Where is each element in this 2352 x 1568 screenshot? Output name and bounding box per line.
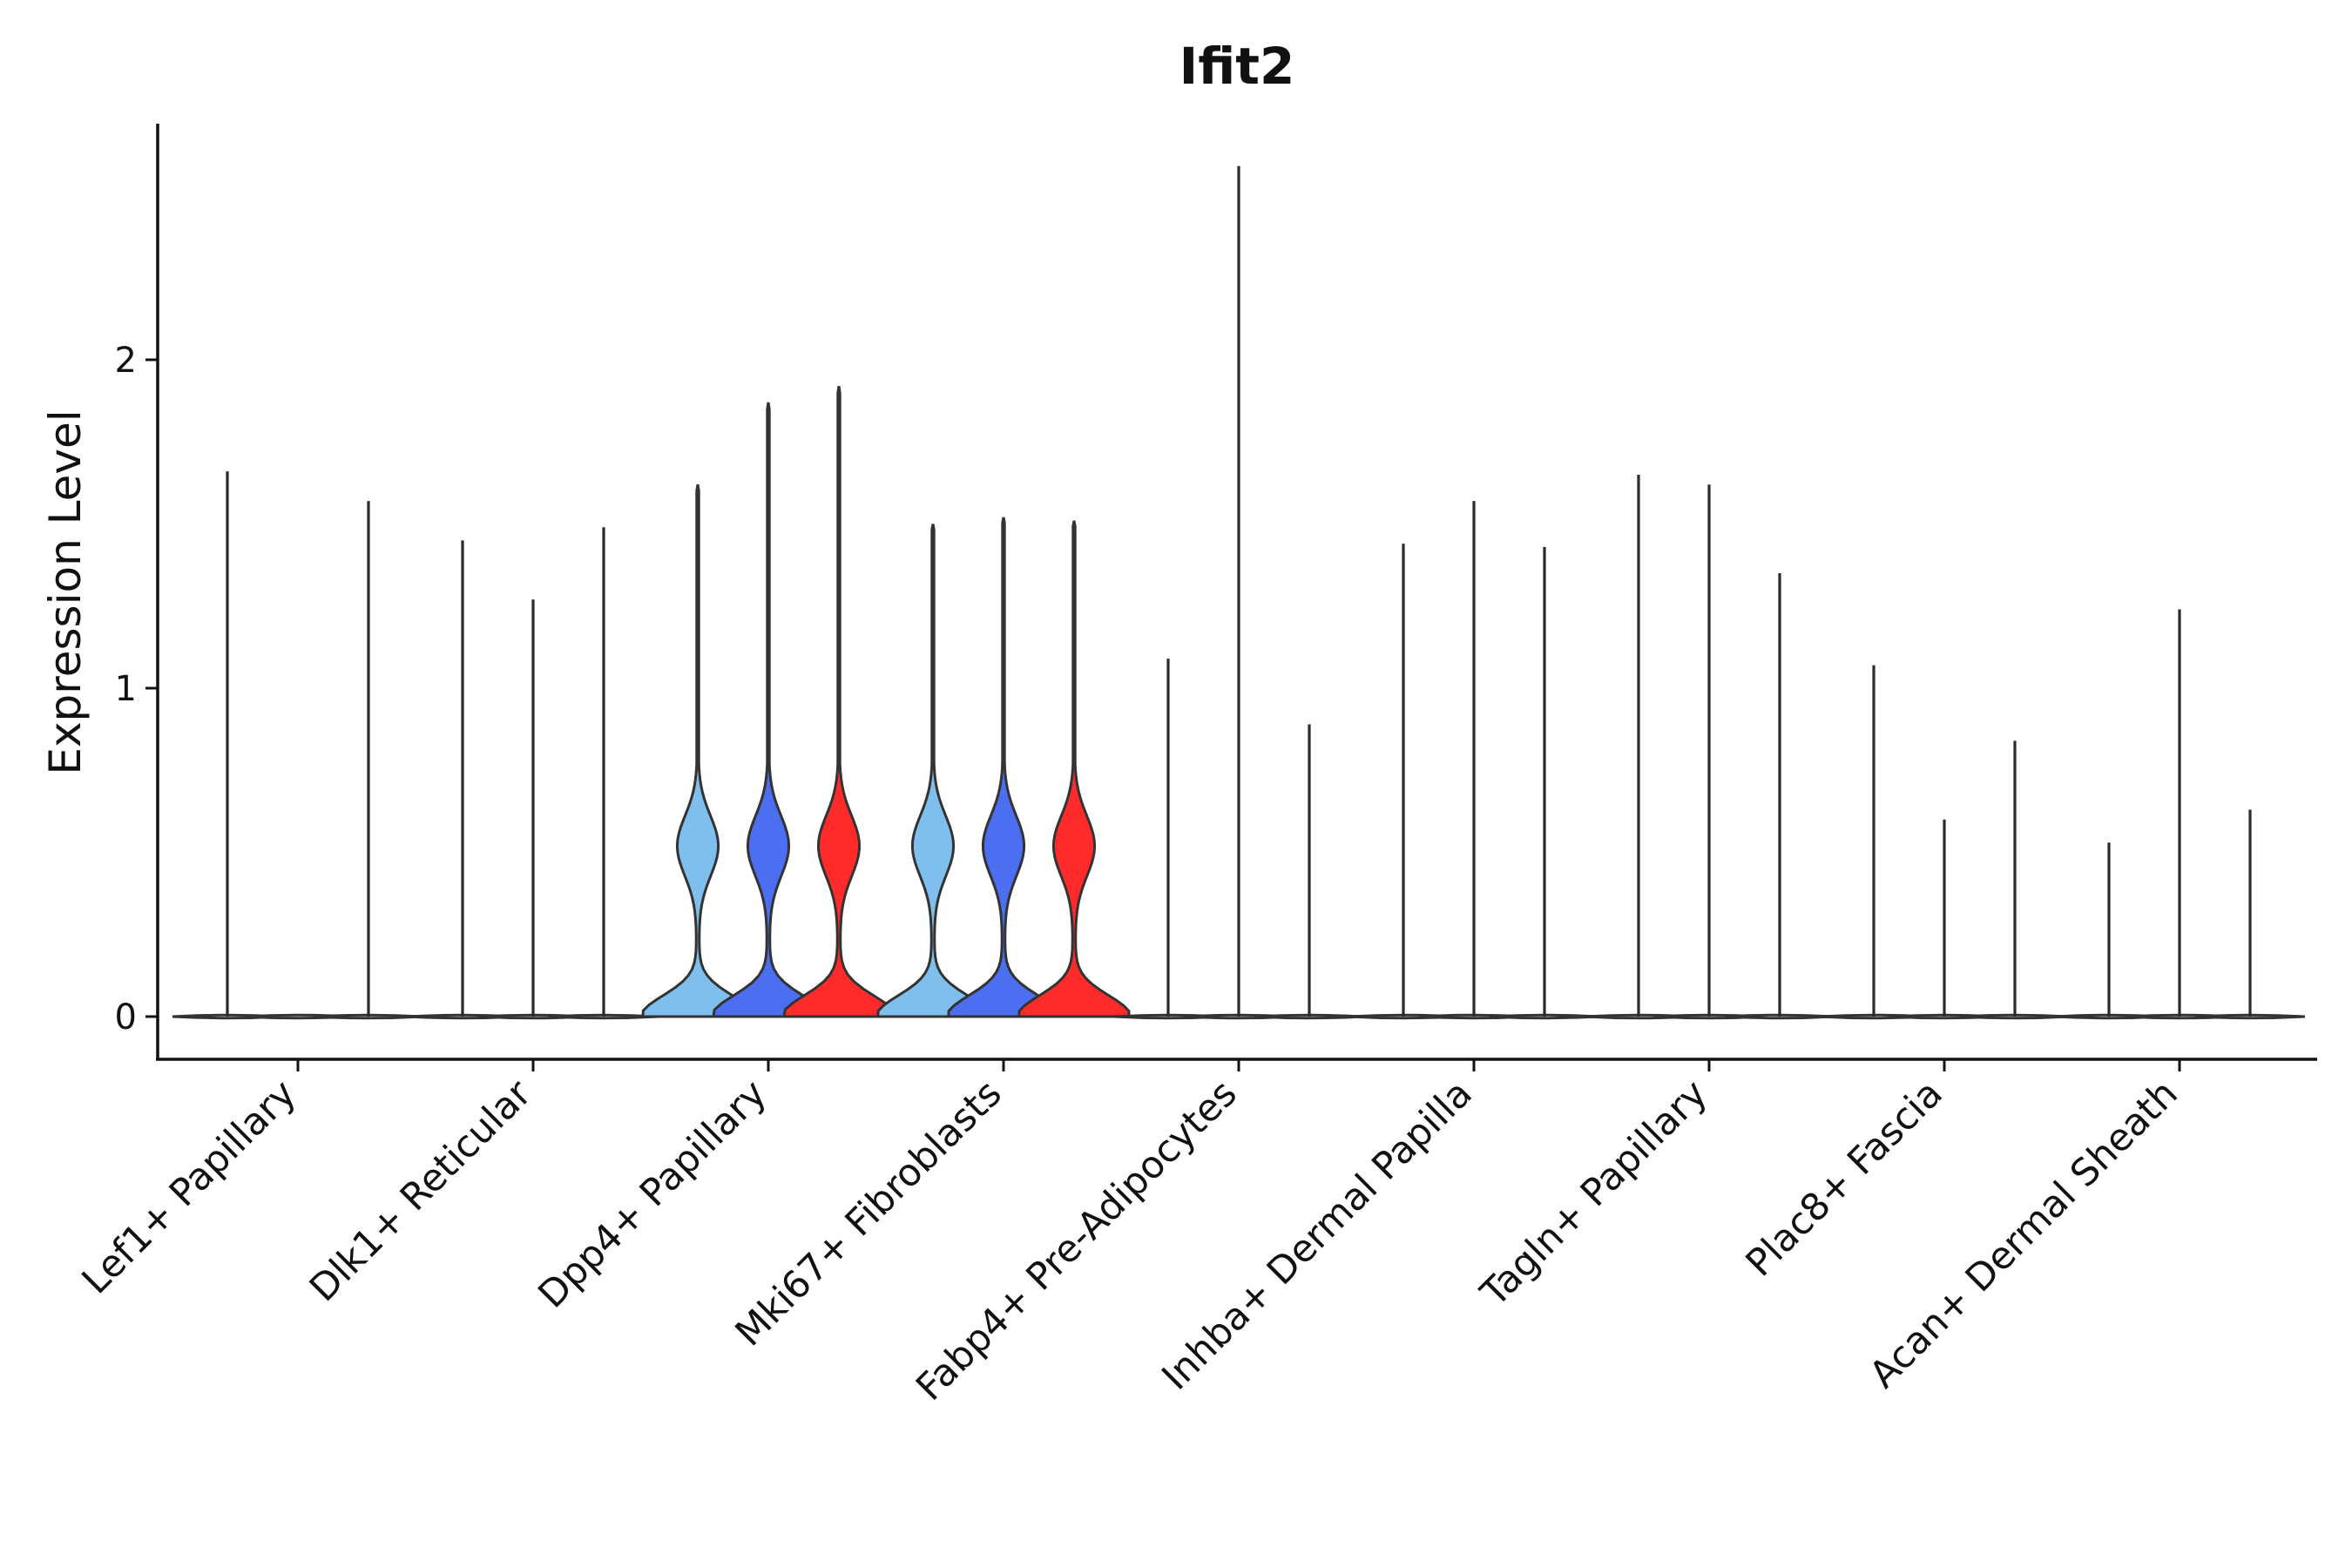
violin-group	[641, 385, 896, 1018]
x-tick-label: Tagln+ Papillary	[1472, 1071, 1716, 1315]
violin-shape	[876, 524, 990, 1018]
violin-shape	[947, 517, 1060, 1018]
y-tick-label: 1	[115, 669, 137, 709]
y-axis-ticks: 0 1 2	[115, 341, 158, 1037]
violin-shape	[641, 483, 754, 1018]
violin-group	[1818, 665, 2071, 1020]
violin-group	[172, 471, 424, 1020]
plot-area	[172, 166, 2306, 1020]
violin-shape	[782, 385, 896, 1018]
violin-group	[1583, 474, 1835, 1020]
violin-group	[876, 517, 1131, 1018]
y-tick-label: 2	[115, 341, 137, 381]
violin-group	[1348, 501, 1600, 1020]
x-tick-label: Mki67+ Fibroblasts	[727, 1071, 1010, 1355]
x-tick-label: Lef1+ Papillary	[74, 1071, 305, 1302]
chart-title: Ifit2	[1179, 37, 1295, 96]
violin-group	[407, 527, 659, 1020]
y-axis-label: Expression Level	[40, 409, 91, 774]
violin-group	[1112, 166, 1365, 1020]
x-tick-label: Plac8+ Fascia	[1738, 1071, 1951, 1285]
x-tick-label: Dlk1+ Reticular	[301, 1071, 540, 1310]
violin-group	[2053, 609, 2306, 1020]
violin-shape	[712, 402, 825, 1018]
x-tick-label: Dpp4+ Papillary	[531, 1071, 775, 1316]
y-tick-label: 0	[115, 997, 137, 1037]
violin-shape	[1017, 520, 1131, 1018]
